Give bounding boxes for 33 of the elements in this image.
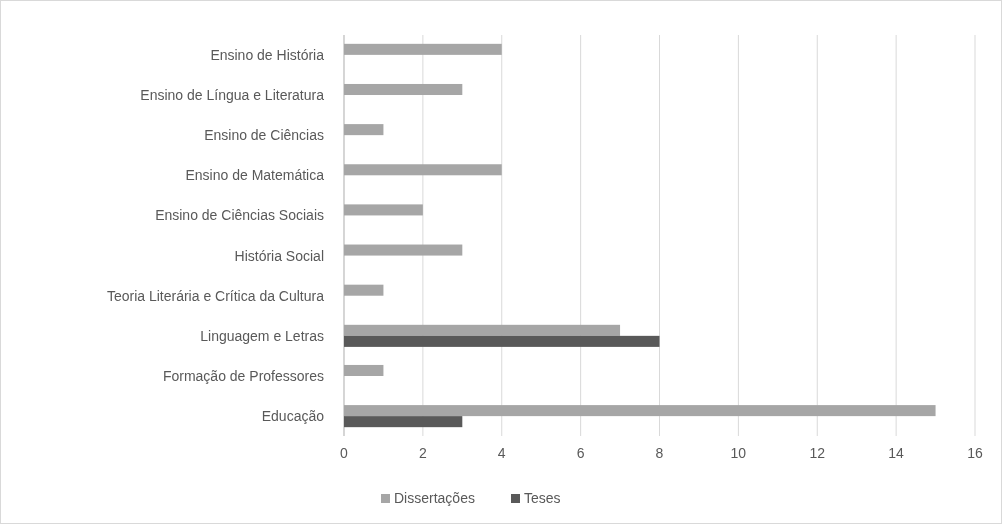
y-tick-label: Linguagem e Letras xyxy=(200,327,324,344)
bar xyxy=(344,335,660,347)
y-tick-label: Teoria Literária e Crítica da Cultura xyxy=(106,287,325,304)
x-tick-label: 6 xyxy=(576,445,585,461)
x-tick-label: 8 xyxy=(655,445,664,461)
y-tick-label: Ensino de História xyxy=(210,46,325,63)
bar xyxy=(344,416,463,428)
x-tick-label: 14 xyxy=(888,445,905,461)
bar xyxy=(344,324,621,336)
x-tick-label: 2 xyxy=(418,445,427,461)
bar xyxy=(344,124,384,136)
bar xyxy=(344,164,502,176)
bar xyxy=(344,405,936,417)
x-tick-label: 10 xyxy=(730,445,747,461)
legend-label: Dissertações xyxy=(394,490,475,506)
bar xyxy=(344,244,463,256)
bar xyxy=(344,364,384,376)
y-tick-label: Educação xyxy=(261,408,325,425)
y-tick-label: Ensino de Língua e Literatura xyxy=(140,87,325,104)
x-tick-label: 0 xyxy=(340,445,349,461)
y-tick-label: Ensino de Ciências xyxy=(204,127,324,144)
bar xyxy=(344,83,463,96)
y-tick-label: Ensino de Matemática xyxy=(185,167,325,184)
x-tick-label: 12 xyxy=(809,445,826,461)
x-tick-label: 4 xyxy=(497,445,506,461)
legend-label: Teses xyxy=(524,490,561,506)
y-tick-label: História Social xyxy=(234,247,324,264)
bar xyxy=(344,284,384,296)
x-tick-label: 16 xyxy=(967,445,983,461)
bar xyxy=(344,43,502,55)
bar xyxy=(344,204,423,216)
y-tick-label: Formação de Professores xyxy=(162,367,324,384)
y-tick-label: Ensino de Ciências Sociais xyxy=(155,207,324,224)
